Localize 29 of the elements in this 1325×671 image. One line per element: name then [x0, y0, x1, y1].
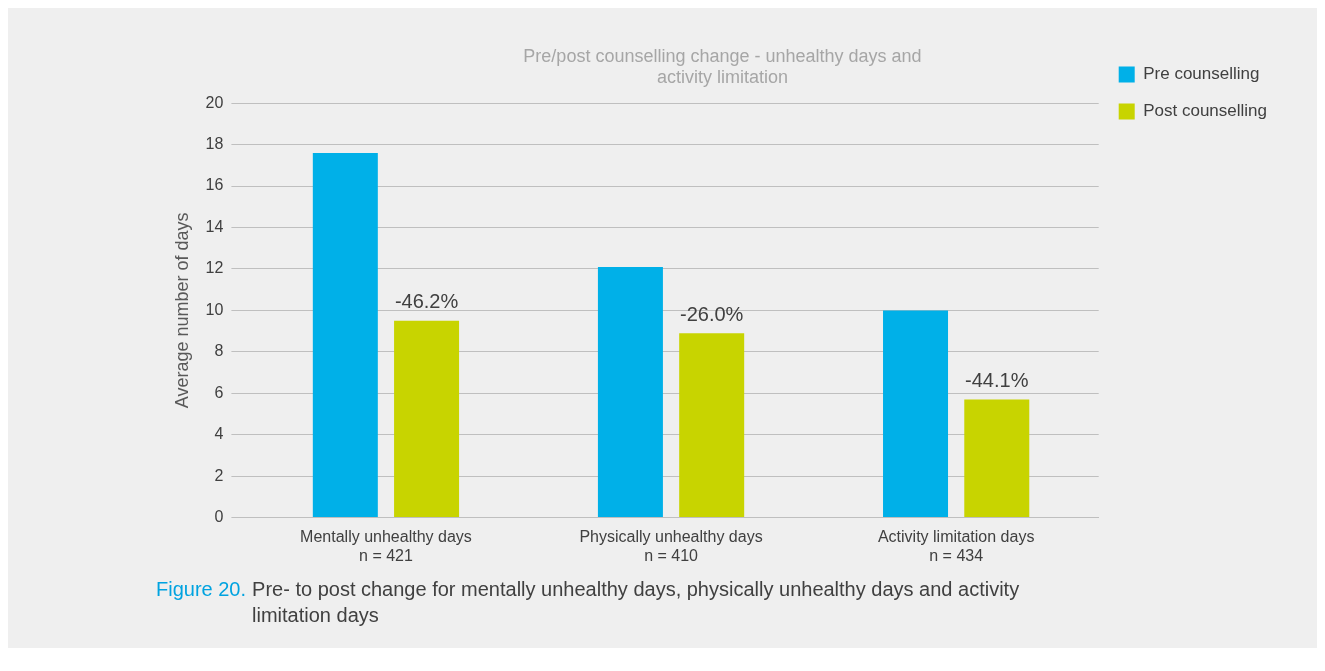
legend-label: Post counselling — [1143, 101, 1268, 121]
annotation: -44.1% — [965, 369, 1029, 392]
y-tick-label: 0 — [214, 508, 224, 526]
y-tick-label: 10 — [205, 300, 224, 318]
bar — [883, 310, 949, 518]
y-tick-label: 18 — [205, 135, 224, 153]
y-tick-label: 4 — [214, 425, 224, 443]
x-tick-label: Mentally unhealthy days n = 421 — [300, 527, 472, 564]
caption: Figure 20. — [156, 577, 247, 602]
annotation: -26.0% — [679, 302, 744, 325]
y-tick-label: 6 — [214, 383, 224, 401]
y-tick-label: 2 — [214, 466, 224, 484]
bar — [312, 152, 378, 518]
y-axis-title: Average number of days — [171, 212, 192, 409]
bar — [964, 399, 1030, 518]
y-tick-label: 14 — [205, 217, 224, 235]
chart-title: Pre/post counselling change - unhealthy days and activity limitation — [523, 45, 922, 88]
x-tick-label: Activity limitation days n = 434 — [877, 527, 1035, 564]
annotation: -46.2% — [394, 290, 459, 313]
y-tick-label: 12 — [205, 259, 224, 277]
text: Pre- to post change for mentally unhealthy days, physically unhealthy days and activity limitation days — [252, 577, 1021, 628]
bar — [597, 266, 663, 518]
x-tick-label: Physically unhealthy days n = 410 — [579, 527, 763, 564]
bar — [679, 333, 745, 518]
y-tick-label: 20 — [205, 93, 224, 111]
legend-label: Pre counselling — [1143, 64, 1260, 84]
y-tick-label: 16 — [205, 176, 224, 194]
bar — [394, 320, 460, 518]
y-tick-label: 8 — [214, 342, 224, 360]
